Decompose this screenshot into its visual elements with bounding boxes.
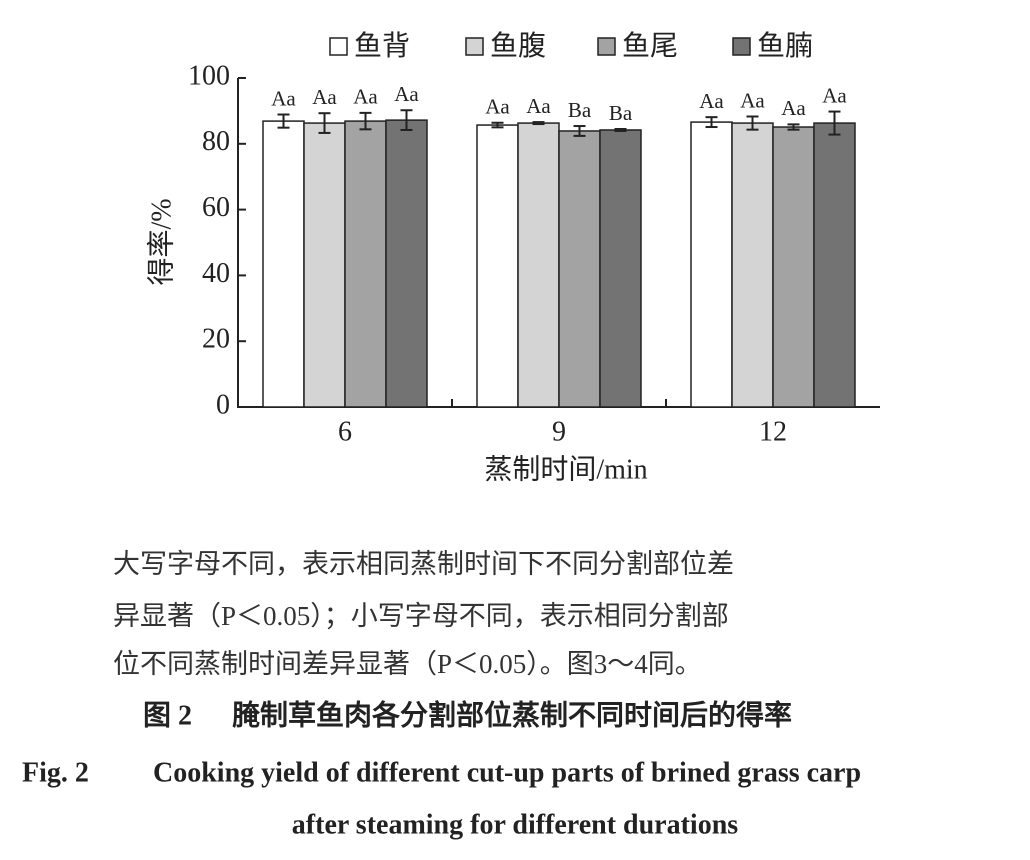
bar [303,122,346,408]
significance-label: Aa [485,95,510,119]
caption-title: Cooking yield of different cut-up parts … [153,757,861,788]
significance-label: Aa [699,89,724,113]
significance-label: Aa [822,83,847,107]
significance-label: Aa [271,86,296,110]
caption-number: Fig. 2 [22,757,89,788]
y-tick-label: 40 [202,258,230,289]
legend-label: 鱼腩 [757,29,813,62]
y-tick-label: 80 [202,126,230,157]
caption-title: after steaming for different durations [292,809,738,840]
significance-label: Aa [740,88,765,112]
y-axis-label: 得率/% [145,198,177,285]
note-line: 大写字母不同，表示相同蒸制时间下不同分割部位差 [113,549,734,579]
caption-title: 腌制草鱼肉各分割部位蒸制不同时间后的得率 [232,698,792,731]
significance-label: Aa [526,94,551,118]
significance-label: Aa [312,85,337,109]
significance-label: Aa [353,85,378,109]
bar [599,129,642,408]
bar [476,124,519,408]
legend-label: 鱼背 [354,29,410,62]
bar [558,130,601,408]
y-tick-label: 20 [202,324,230,355]
note-line: 异显著（P＜0.05）；小写字母不同，表示相同分割部 [113,601,729,631]
caption-number: 图 2 [143,700,192,731]
bar [731,122,774,408]
y-tick-label: 100 [188,60,230,91]
bar [813,122,856,408]
x-tick-label: 12 [759,416,787,447]
significance-label: Aa [781,96,806,120]
legend-label: 鱼腹 [490,29,546,62]
significance-label: Ba [568,98,592,122]
legend-swatch [329,37,348,56]
x-axis-label: 蒸制时间/min [484,453,647,485]
note-line: 位不同蒸制时间差异显著（P＜0.05）。图3～4同。 [113,649,702,679]
significance-label: Aa [394,82,419,106]
legend-swatch [465,37,484,56]
x-tick-label: 9 [552,416,566,447]
x-tick-label: 6 [338,416,352,447]
bar [385,119,428,408]
significance-label: Ba [609,101,633,125]
bar [262,120,305,408]
legend-swatch [597,37,616,56]
bar [517,122,560,408]
legend-label: 鱼尾 [622,29,678,62]
bar [772,126,815,408]
legend-swatch [732,37,751,56]
y-tick-label: 60 [202,192,230,223]
y-tick-label: 0 [216,389,230,420]
bar [690,121,733,408]
bar [344,120,387,408]
